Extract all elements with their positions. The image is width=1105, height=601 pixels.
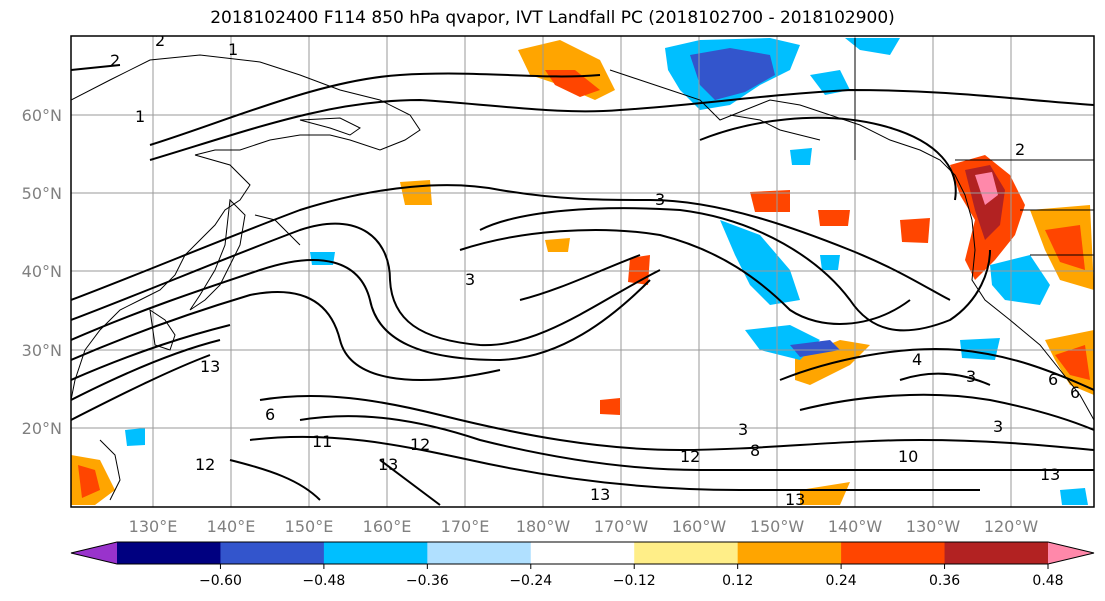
colorbar-tick-label: 0.12 [722,573,753,589]
negative-anomaly-patch [1060,488,1088,505]
positive-anomaly-patch [800,482,850,505]
contour-label: 3 [993,417,1003,436]
contour-labels: 2 1 2 1 3 3 13 6 11 12 13 12 13 12 3 8 1… [110,31,1080,509]
contour-label: 13 [200,357,220,376]
negative-anomaly-patch [810,70,850,95]
colorbar-cell [220,542,325,564]
colorbar-extend-min [71,542,117,564]
lon-label: 150°W [750,517,805,536]
colorbar-extend-max [1048,542,1094,564]
colorbar-cell [427,542,532,564]
contour-label: 12 [195,455,215,474]
contour-label: 10 [898,447,918,466]
colorbar-cell [841,542,946,564]
lon-label: 170°E [441,517,490,536]
positive-anomaly-patch [1045,225,1085,270]
contour-label: 13 [590,485,610,504]
negative-anomaly-patch [790,340,840,357]
lat-label: 20°N [22,419,62,438]
lon-label: 160°E [363,517,412,536]
negative-anomaly-patch [990,255,1050,305]
positive-anomaly-patch [545,238,570,252]
contour-label: 6 [1048,370,1058,389]
contour-label: 13 [1040,465,1060,484]
lon-label: 180°W [516,517,571,536]
lat-label: 50°N [22,184,62,203]
lon-label: 130°E [129,517,178,536]
positive-anomaly-patch [750,190,790,212]
contour-label: 2 [155,31,165,50]
contour-label: 3 [465,270,475,289]
colorbar-tick-label: −0.12 [613,573,656,589]
lon-label: 130°W [906,517,961,536]
negative-anomaly-patch [845,38,900,55]
contour-label: 2 [110,51,120,70]
lat-label: 30°N [22,341,62,360]
positive-anomaly-patch [78,465,100,498]
positive-anomaly-patch [975,172,998,205]
lon-label: 120°W [984,517,1039,536]
colorbar-cell [323,542,428,564]
negative-anomaly-patch [690,48,775,100]
negative-anomaly-patch [310,252,335,265]
contour-label: 11 [312,432,332,451]
colorbar-cell [117,542,221,564]
contour-label: 12 [680,447,700,466]
positive-anomaly-patch [818,210,850,226]
contour-label: 3 [966,367,976,386]
lon-label: 140°W [828,517,883,536]
colorbar-tick-label: 0.24 [826,573,857,589]
contour-label: 3 [655,190,665,209]
ivt-contours [71,64,1094,506]
contour-label: 1 [228,40,238,59]
contour-label: 2 [1015,140,1025,159]
colorbar-tick-label: −0.36 [406,573,449,589]
colorbar-outline [70,541,1095,565]
lon-label: 140°E [207,517,256,536]
map-frame [70,35,1095,508]
negative-anomaly-patch [790,148,812,165]
lon-label: 170°W [594,517,649,536]
colorbar-cell [737,542,842,564]
negative-anomaly-patch [720,220,800,305]
colorbar: −0.60 −0.48 −0.36 −0.24 −0.12 0.12 0.24 0.36 0.4… [70,541,1095,589]
colorbar-tick-label: −0.48 [302,573,345,589]
colorbar-tick-label: −0.60 [199,573,242,589]
negative-anomaly-patch [960,338,1000,360]
contour-label: 4 [912,350,922,369]
shading-layer [71,38,1094,505]
lat-label: 60°N [22,106,62,125]
lon-label: 160°W [672,517,727,536]
lat-label: 40°N [22,262,62,281]
colorbar-tick-label: −0.24 [509,573,552,589]
contour-label: 6 [265,405,275,424]
negative-anomaly-patch [125,428,145,446]
lon-label: 150°E [285,517,334,536]
colorbar-cell [634,542,739,564]
positive-anomaly-patch [600,398,620,415]
contour-label: 13 [785,490,805,509]
latitude-labels: 60°N 50°N 40°N 30°N 20°N [22,106,62,438]
contour-label: 12 [410,435,430,454]
contour-label: 8 [750,441,760,460]
contour-label: 13 [378,455,398,474]
colorbar-cell [530,542,635,564]
colorbar-tick-label: 0.36 [929,573,960,589]
positive-anomaly-patch [900,218,930,243]
negative-anomaly-patch [820,255,840,270]
contour-label: 1 [135,107,145,126]
colorbar-cell [944,542,1049,564]
colorbar-tick-label: 0.48 [1032,573,1063,589]
positive-anomaly-patch [1055,345,1090,380]
contour-label: 3 [738,420,748,439]
contour-label: 6 [1070,383,1080,402]
longitude-labels: 130°E 140°E 150°E 160°E 170°E 180°W 170°… [129,517,1039,536]
map-title: 2018102400 F114 850 hPa qvapor, IVT Land… [210,8,895,28]
